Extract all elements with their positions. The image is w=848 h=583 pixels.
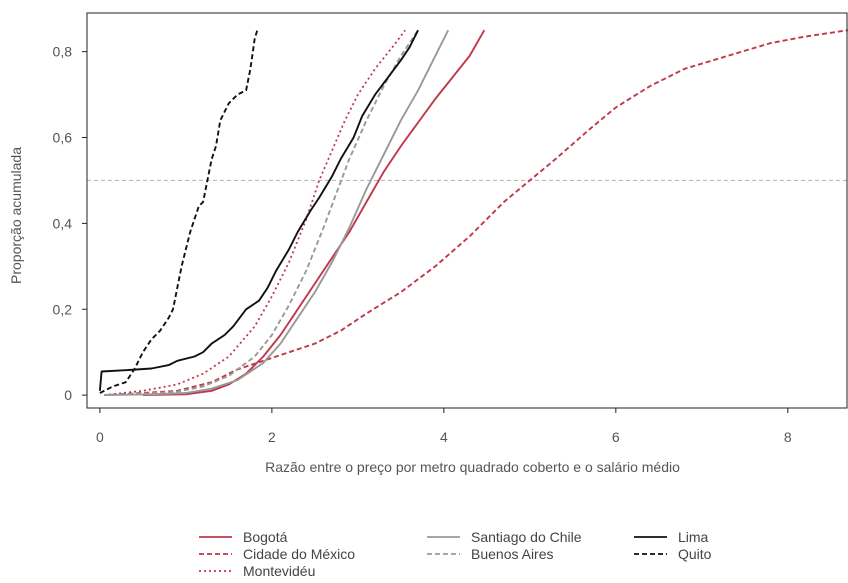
x-tick-label: 6 — [612, 429, 620, 445]
x-tick-label: 2 — [268, 429, 276, 445]
y-axis-title: Proporção acumulada — [8, 147, 24, 284]
y-tick-label: 0,4 — [53, 215, 73, 231]
series-line-1 — [104, 29, 848, 397]
series-line-6 — [99, 29, 259, 394]
legend-label: Santiago do Chile — [471, 529, 582, 545]
series-line-3 — [104, 29, 450, 397]
y-tick-label: 0,8 — [53, 44, 73, 60]
legend-label: Buenos Aires — [471, 546, 554, 562]
x-tick-label: 0 — [96, 429, 104, 445]
series-layer — [98, 29, 848, 397]
legend-label: Quito — [678, 546, 712, 562]
y-tick-label: 0,6 — [53, 130, 73, 146]
legend-label: Cidade do México — [243, 546, 355, 562]
x-axis-title: Razão entre o preço por metro quadrado c… — [265, 459, 680, 475]
y-axis-ticks: 0 0,2 0,4 0,6 0,8 — [53, 44, 87, 403]
x-axis-ticks: 0 2 4 6 8 — [96, 408, 792, 445]
series-line-4 — [104, 29, 419, 397]
legend-label: Bogotá — [243, 529, 288, 545]
legend-label: Montevidéu — [243, 563, 315, 579]
legend-label: Lima — [678, 529, 709, 545]
y-tick-label: 0,2 — [53, 301, 73, 317]
x-tick-label: 8 — [784, 429, 792, 445]
series-line-0 — [142, 29, 486, 397]
x-tick-label: 4 — [440, 429, 448, 445]
plot-frame — [86, 12, 848, 409]
series-line-5 — [98, 29, 419, 391]
y-tick-label: 0 — [64, 387, 72, 403]
